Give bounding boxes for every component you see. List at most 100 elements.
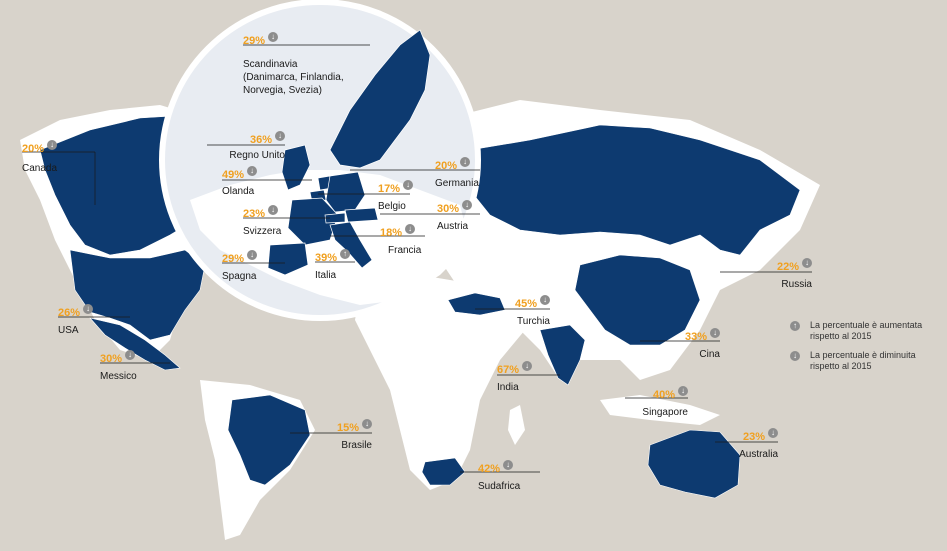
percent-value: 17% [378,183,401,195]
brazil-shape [227,394,311,486]
legend-down: ↓ La percentuale è diminuita rispetto al… [790,350,940,372]
country-name: Canada [22,163,58,174]
country-name: Sudafrica [478,481,521,492]
arrow-down-icon: ↓ [768,428,778,438]
label-austria: 30% ↓ Austria [437,200,473,232]
country-name: Italia [315,270,337,281]
percent-value: 22% [776,261,799,273]
europe-inset [159,0,481,321]
country-name: Messico [100,371,137,382]
country-name: Russia [781,279,812,290]
percent-value: 15% [336,422,359,434]
percent-value: 30% [437,203,460,215]
legend-down-text: La percentuale è diminuita rispetto al 2… [810,350,916,371]
country-name: Brasile [341,440,372,451]
arrow-down-icon: ↓ [802,258,812,268]
africa-land [355,275,525,490]
arrow-down-icon: ↓ [678,386,688,396]
label-russia: 22% ↓ Russia [770,258,812,290]
arrow-down-icon: ↓ [362,419,372,429]
arrow-down-icon: ↓ [247,166,258,176]
south-africa-shape [421,457,466,486]
legend-up-text: La percentuale è aumentata rispetto al 2… [810,320,923,341]
arrow-down-icon: ↓ [462,200,473,210]
arrow-down-icon: ↓ [275,131,285,141]
label-india: 67% ↓ India [497,361,533,393]
country-name: India [497,382,519,393]
switzerland-shape [324,212,346,224]
percent-value: 40% [652,389,675,401]
arrow-down-icon: ↓ [790,351,800,361]
australia-shape [647,429,741,499]
country-name: Turchia [517,316,550,327]
arrow-down-icon: ↓ [268,205,279,215]
china-shape [574,254,701,346]
label-france: 18% ↓ Francia [380,224,421,256]
leader-lines [22,44,812,473]
france-shape [287,197,339,246]
percent-value: 23% [742,431,765,443]
country-name: USA [58,325,79,336]
country-name: Singapore [642,407,688,418]
arrow-down-icon: ↓ [247,250,258,260]
label-uk: 36% ↓ Regno Unito [207,131,285,161]
percent-value: 67% [497,364,520,376]
label-canada: 20% ↓ Canada [22,140,58,174]
mexico-shape [89,317,181,371]
russia-shape [469,124,801,256]
percent-value: 39% [315,252,338,264]
country-name: Regno Unito [229,150,285,161]
arrow-down-icon: ↓ [540,295,550,305]
label-italy: 39% ↑ Italia [315,249,351,281]
label-belgium: 17% ↓ Belgio [378,180,414,212]
usa-shape [69,249,206,341]
percent-value: 18% [380,227,403,239]
arrow-up-icon: ↑ [790,321,800,331]
country-name: Scandinavia (Danimarca, Finlandia, Norve… [243,59,344,96]
arrow-down-icon: ↓ [503,460,514,470]
label-south-africa: 42% ↓ Sudafrica [478,460,520,492]
percent-value: 29% [222,253,245,265]
indonesia-land [600,395,720,425]
spain-shape [267,242,309,276]
label-germany: 20% ↓ Germania [435,157,479,189]
percent-value: 45% [514,298,537,310]
country-name: Germania [435,178,479,189]
country-name: Olanda [222,186,255,197]
country-name: Austria [437,221,469,232]
label-brazil: 15% ↓ Brasile [325,419,372,451]
label-netherlands: 49% ↓ Olanda [222,166,258,197]
country-name: Francia [388,245,422,256]
percent-value: 33% [684,331,707,343]
arrow-up-icon: ↑ [340,249,351,259]
country-name: Cina [699,349,720,360]
legend-up: ↑ La percentuale è aumentata rispetto al… [790,320,940,342]
arrow-down-icon: ↓ [125,350,136,360]
country-name: Spagna [222,271,257,282]
country-name: Svizzera [243,226,282,237]
label-usa: 26% ↓ USA [58,304,94,336]
arrow-down-icon: ↓ [47,140,58,150]
percent-value: 36% [249,134,272,146]
austria-shape [344,207,379,223]
arrow-down-icon: ↓ [460,157,471,167]
turkey-shape [447,292,506,316]
arrow-down-icon: ↓ [268,32,279,42]
madagascar-land [508,405,525,445]
italy-shape [329,221,373,269]
label-singapore: 40% ↓ Singapore [625,386,688,418]
label-china: 33% ↓ Cina [678,328,720,360]
uk-shape [281,144,311,191]
label-switzerland: 23% ↓ Svizzera [243,205,281,237]
arrow-down-icon: ↓ [522,361,533,371]
label-spain: 29% ↓ Spagna [222,250,258,282]
percent-value: 49% [222,169,245,181]
europe-highlighted [267,29,431,276]
percent-value: 30% [100,353,123,365]
label-mexico: 30% ↓ Messico [100,350,137,382]
arrow-down-icon: ↓ [83,304,94,314]
india-shape [539,324,586,386]
scandinavia-shape [329,29,431,169]
